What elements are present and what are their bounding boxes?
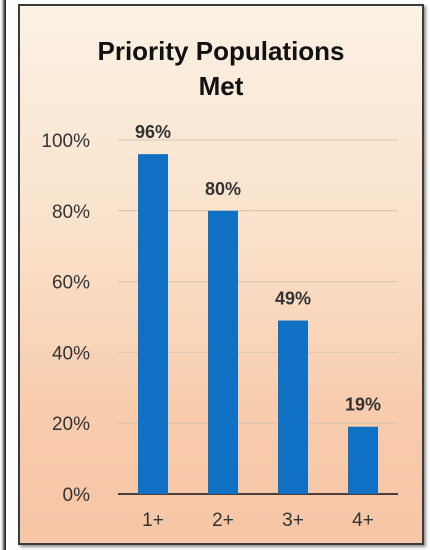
data-label: 49%: [275, 289, 311, 309]
bar: [348, 426, 378, 494]
chart-title-line-1: Priority Populations: [97, 36, 345, 66]
bar: [278, 320, 308, 494]
adjacent-panel-edge: [0, 0, 6, 550]
y-tick-label: 0%: [63, 485, 91, 506]
chart-panel: Priority Populations Met 0% 20% 40% 60% 80% 1…: [18, 4, 424, 545]
data-label: 80%: [205, 179, 241, 199]
x-tick-label: 2+: [212, 510, 234, 531]
bar: [138, 154, 168, 494]
chart-title-line-2: Met: [198, 71, 244, 101]
bar-chart: 0% 20% 40% 60% 80% 100% 96% 1+ 80% 2+ 49% 3+ 19% 4+: [41, 122, 398, 531]
y-tick-label: 100%: [41, 131, 90, 152]
data-label: 19%: [345, 395, 381, 415]
y-tick-label: 20%: [52, 414, 90, 435]
y-tick-label: 40%: [52, 343, 90, 364]
x-tick-label: 4+: [352, 510, 374, 531]
y-tick-label: 80%: [52, 202, 90, 223]
data-label: 96%: [135, 122, 171, 142]
chart-title: Priority Populations Met: [20, 34, 422, 104]
bar: [208, 210, 238, 495]
x-tick-label: 1+: [142, 510, 164, 531]
x-tick-label: 3+: [282, 510, 304, 531]
y-tick-label: 60%: [52, 273, 90, 294]
